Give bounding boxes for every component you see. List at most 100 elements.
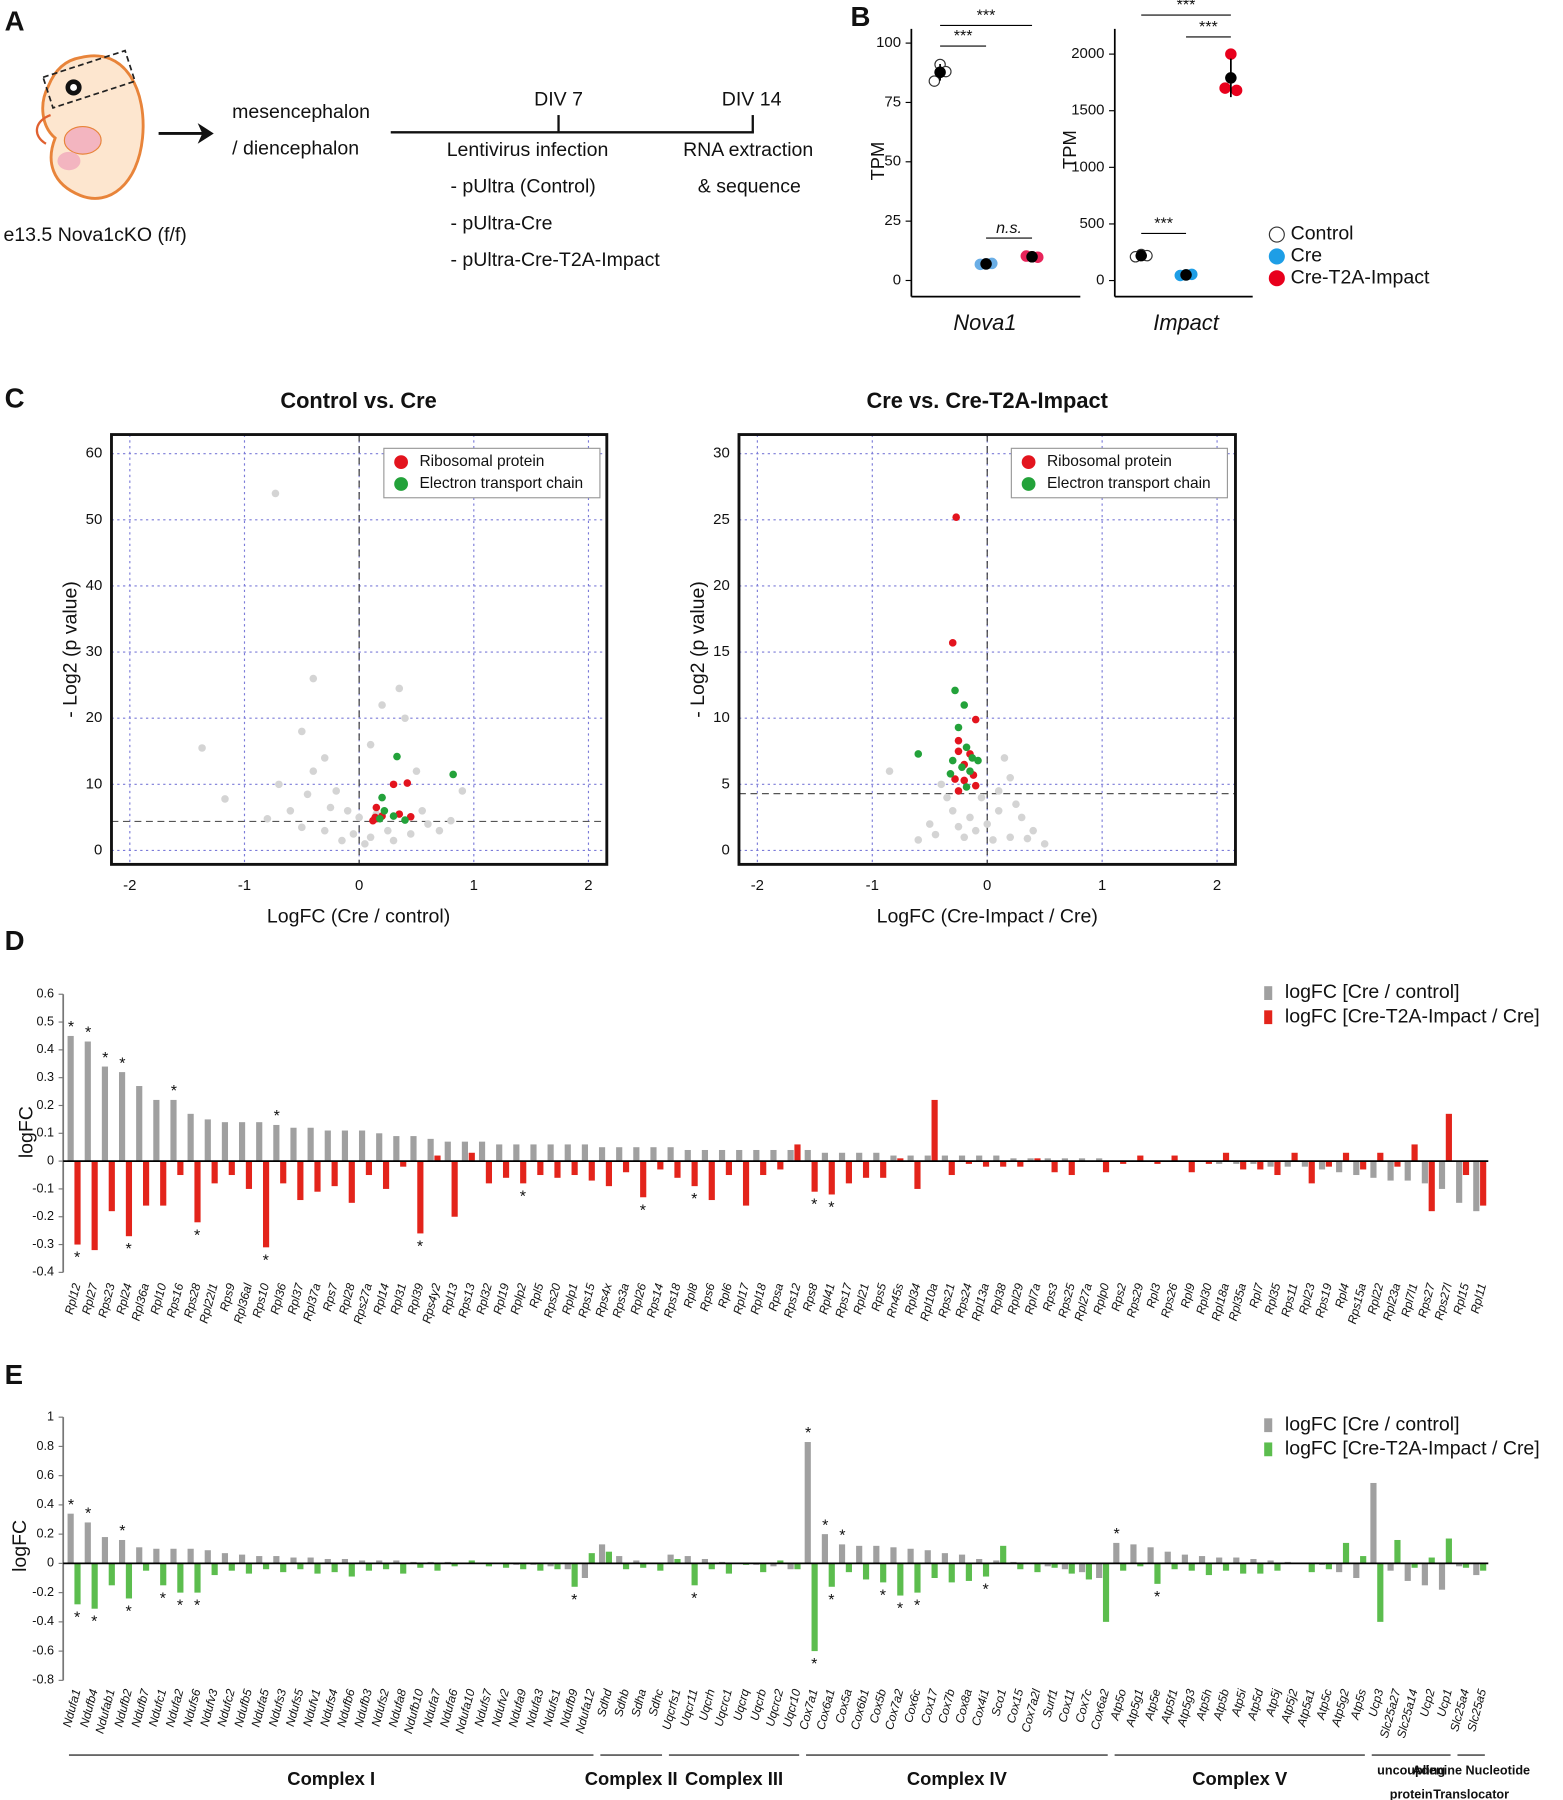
bar (1445, 1538, 1452, 1564)
y-tick-label: 10 (713, 709, 730, 726)
bar (640, 1563, 647, 1568)
bar (1113, 1542, 1120, 1564)
y-tick-label: 0.6 (36, 987, 54, 1001)
step-title: & sequence (698, 176, 801, 198)
bar (382, 1563, 390, 1570)
bar (1480, 1161, 1487, 1206)
panel-label: B (850, 1, 870, 32)
bar (1342, 1152, 1350, 1162)
bar (485, 1161, 493, 1184)
bar (1017, 1563, 1024, 1570)
y-tick-label: 0.2 (36, 1098, 54, 1112)
x-axis-label: LogFC (Cre-Impact / Cre) (877, 905, 1098, 927)
bar (245, 1161, 253, 1189)
bar (1387, 1563, 1394, 1571)
bar (101, 1537, 109, 1564)
plot-frame (737, 433, 1237, 866)
point (369, 816, 377, 825)
bar (221, 1553, 229, 1564)
significance-label: * (571, 1591, 577, 1609)
bar (760, 1161, 767, 1176)
significance-label: * (194, 1597, 200, 1615)
point (372, 803, 381, 812)
mean-dot (934, 66, 946, 79)
significance-label: * (125, 1603, 131, 1621)
bar (1102, 1563, 1110, 1622)
bar (1068, 1563, 1075, 1574)
point (263, 814, 272, 823)
bar (1216, 1557, 1223, 1564)
legend-label: Electron transport chain (1047, 475, 1211, 492)
legend-label: Control (1291, 223, 1354, 245)
bar (1051, 1161, 1058, 1173)
mean-dot (1225, 72, 1237, 84)
bar (1034, 1158, 1041, 1162)
point (977, 793, 986, 802)
point (355, 813, 363, 822)
legend-marker (1268, 226, 1285, 243)
bar (811, 1161, 818, 1192)
bar (581, 1563, 588, 1579)
bar (547, 1563, 554, 1567)
bar (907, 1548, 914, 1564)
significance-label: * (177, 1597, 183, 1615)
bar (228, 1563, 235, 1571)
mean-dot (1135, 249, 1147, 262)
bar (581, 1144, 588, 1162)
significance-label: *** (977, 6, 996, 24)
y-tick-label: -0.1 (32, 1181, 54, 1195)
significance-label: *** (1154, 214, 1173, 232)
bar (1222, 1563, 1230, 1571)
point (1017, 813, 1026, 822)
bar (1233, 1557, 1240, 1564)
bar (598, 1147, 606, 1162)
point (971, 826, 980, 835)
embryo-drawing (35, 49, 145, 200)
chart-title: Control vs. Cre (280, 388, 436, 413)
group-label: Translocator (1433, 1788, 1509, 1800)
bar (1291, 1152, 1298, 1162)
y-tick-label: 2000 (1071, 45, 1104, 62)
bar (554, 1161, 561, 1178)
x-tick-label: 1 (470, 877, 478, 894)
bar (598, 1544, 606, 1564)
point (994, 787, 1003, 795)
bar (924, 1550, 931, 1564)
point (418, 807, 427, 815)
bar (1411, 1563, 1418, 1568)
bar (238, 1122, 246, 1162)
point (948, 807, 957, 815)
bar (341, 1130, 349, 1162)
significance-label: * (880, 1586, 886, 1604)
point (424, 820, 432, 828)
significance-label: * (85, 1024, 91, 1042)
bar (1438, 1563, 1446, 1590)
point (885, 767, 894, 775)
significance-label: * (417, 1237, 423, 1255)
point (1006, 833, 1014, 842)
y-tick-label: 0 (47, 1556, 54, 1570)
significance-label: * (171, 1082, 177, 1100)
group-label: Complex I (287, 1768, 375, 1789)
group-label: uncoupling (1377, 1763, 1445, 1777)
x-axis-label: Impact (1153, 310, 1219, 335)
bar (931, 1099, 938, 1162)
bar (622, 1563, 630, 1570)
bar (993, 1560, 1000, 1564)
significance-label: * (520, 1187, 526, 1205)
significance-label: * (194, 1226, 200, 1244)
significance-label: *** (954, 27, 973, 45)
bar (742, 1161, 750, 1206)
bar (513, 1144, 520, 1162)
y-tick-label: 30 (713, 445, 730, 462)
bar (1438, 1161, 1446, 1189)
point (943, 793, 951, 802)
bar (1308, 1161, 1315, 1184)
bar (1154, 1563, 1161, 1584)
bar (1147, 1547, 1154, 1564)
x-tick-label: Rpl6 (715, 1282, 735, 1310)
bar (537, 1161, 544, 1176)
bar (187, 1548, 194, 1564)
significance-label: * (68, 1496, 74, 1514)
significance-label: * (68, 1018, 74, 1036)
